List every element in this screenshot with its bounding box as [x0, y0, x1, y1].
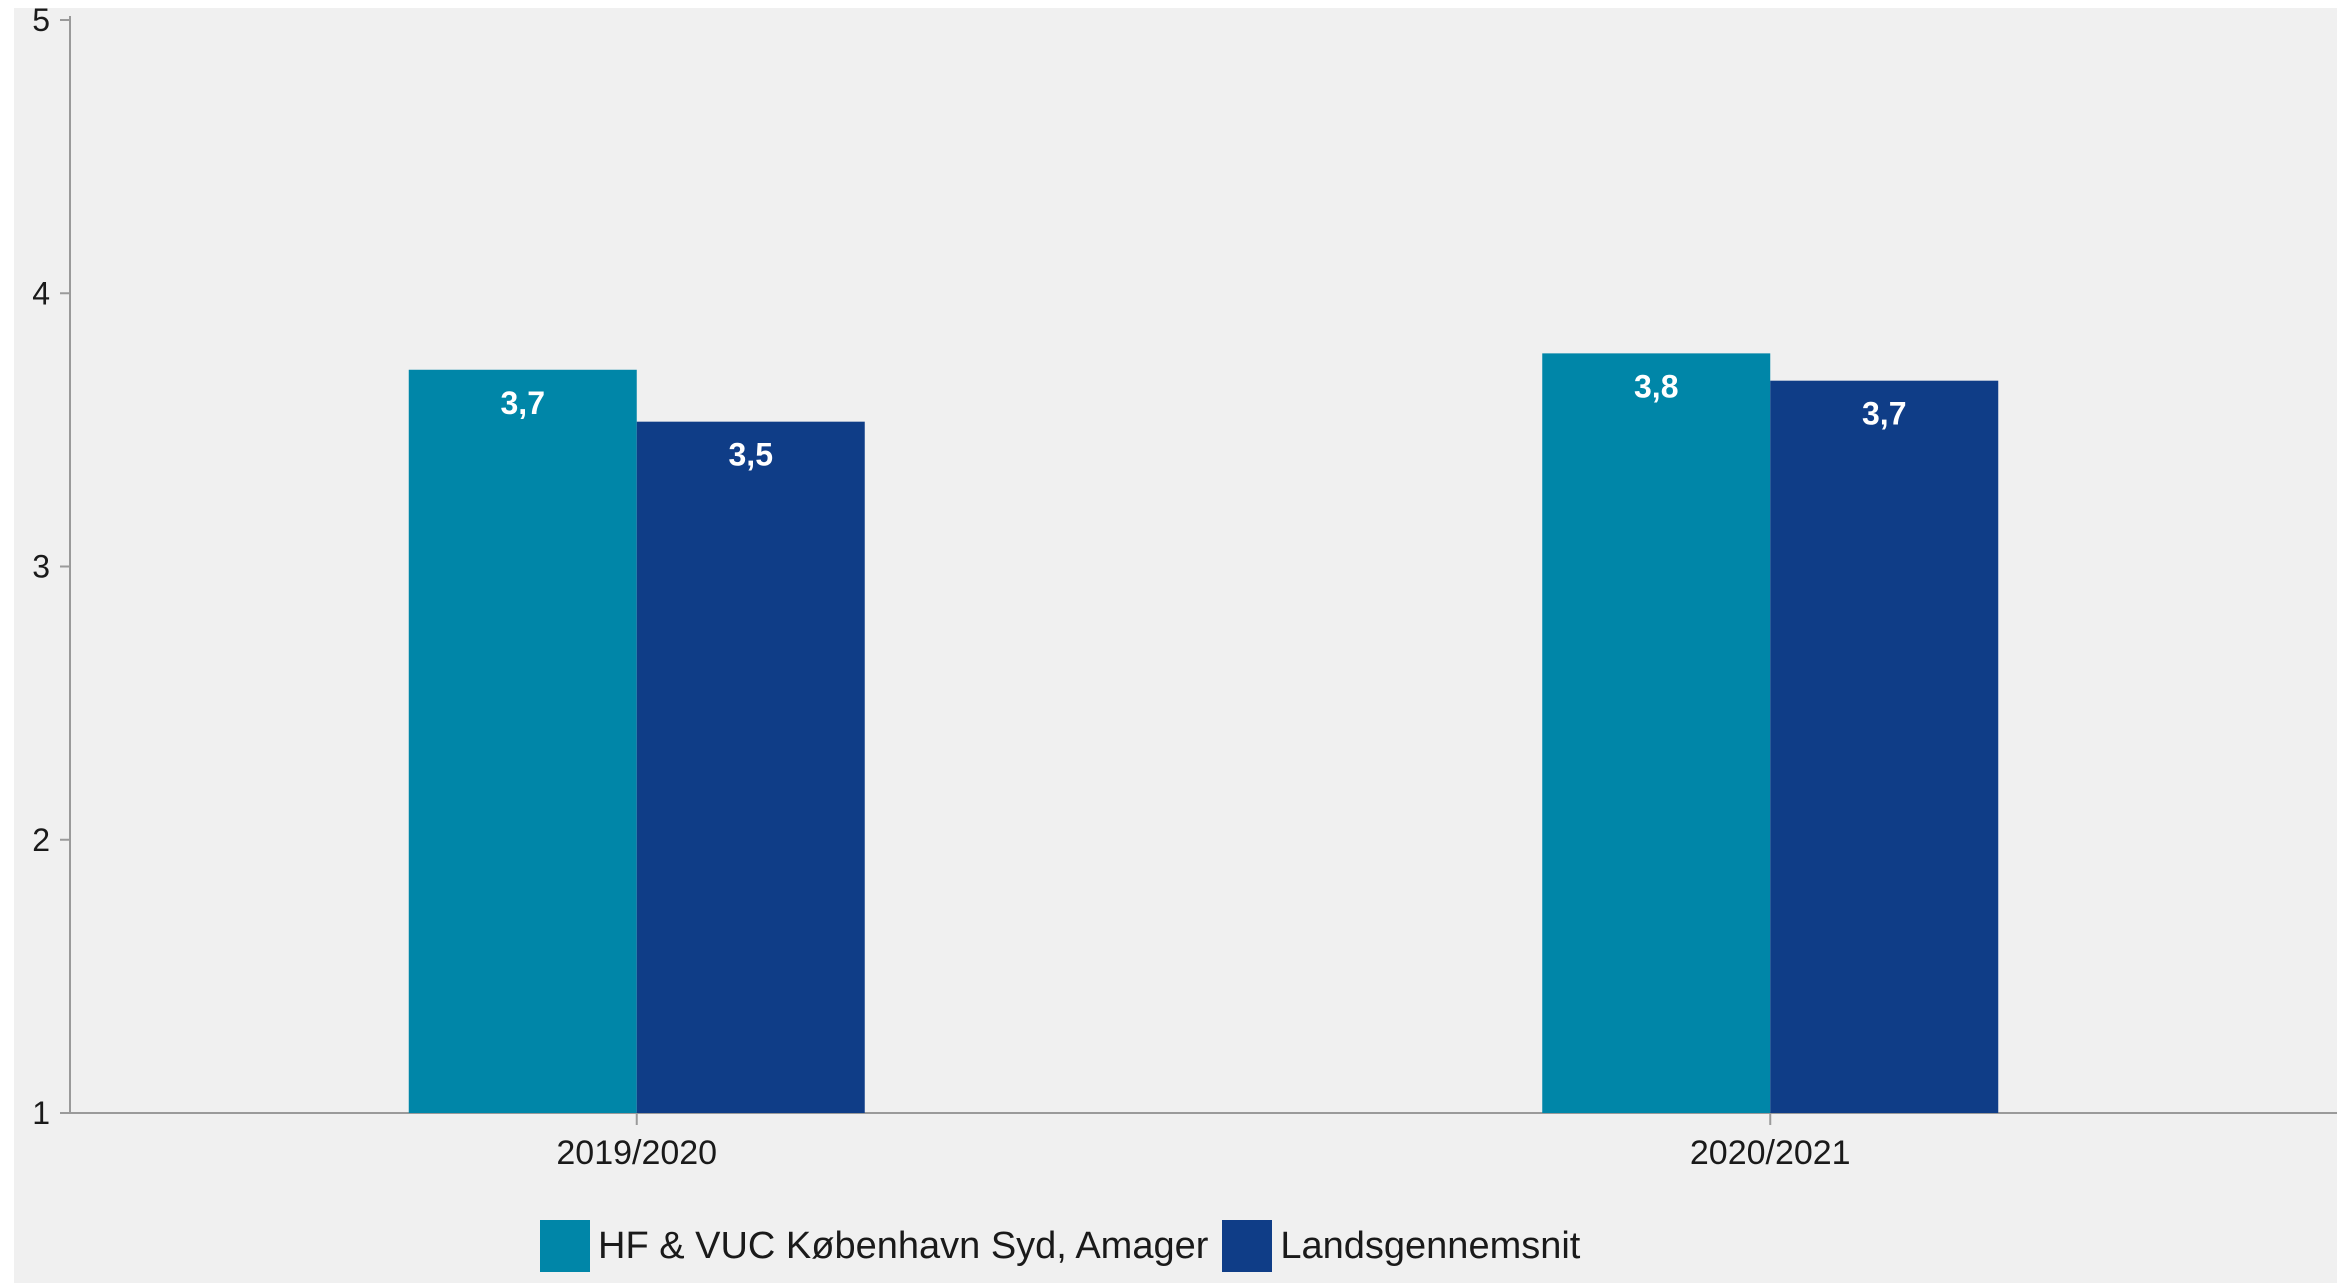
- x-category-label: 2020/2021: [1690, 1134, 1851, 1172]
- legend-item-series-1: HF & VUC København Syd, Amager: [540, 1220, 1208, 1272]
- y-tick-label: 1: [32, 1095, 50, 1131]
- y-tick-label: 3: [32, 549, 50, 585]
- bar: [636, 421, 865, 1113]
- legend-label-series-2: Landsgennemsnit: [1280, 1224, 1581, 1267]
- legend-swatch-series-2: [1222, 1220, 1273, 1272]
- legend-item-series-2: Landsgennemsnit: [1222, 1220, 1580, 1272]
- y-tick-label: 4: [32, 275, 50, 311]
- data-label: 3,7: [1862, 396, 1906, 432]
- bars: [408, 353, 1999, 1113]
- legend: HF & VUC København Syd, Amager Landsgenn…: [540, 1218, 1594, 1274]
- y-tick-label: 2: [32, 822, 50, 858]
- data-label: 3,8: [1634, 368, 1678, 404]
- data-label: 3,7: [501, 385, 545, 421]
- y-tick-label: 5: [32, 2, 50, 38]
- data-labels: 3,7 3,5 3,8 3,7: [501, 368, 1907, 472]
- y-axis: 1 2 3 4 5: [32, 2, 71, 1131]
- legend-swatch-series-1: [540, 1220, 590, 1272]
- x-category-label: 2019/2020: [556, 1134, 717, 1172]
- bar: [1542, 353, 1771, 1113]
- data-label: 3,5: [729, 437, 773, 473]
- legend-label-series-1: HF & VUC København Syd, Amager: [598, 1224, 1209, 1267]
- bar: [1770, 380, 1999, 1113]
- bar: [408, 369, 637, 1113]
